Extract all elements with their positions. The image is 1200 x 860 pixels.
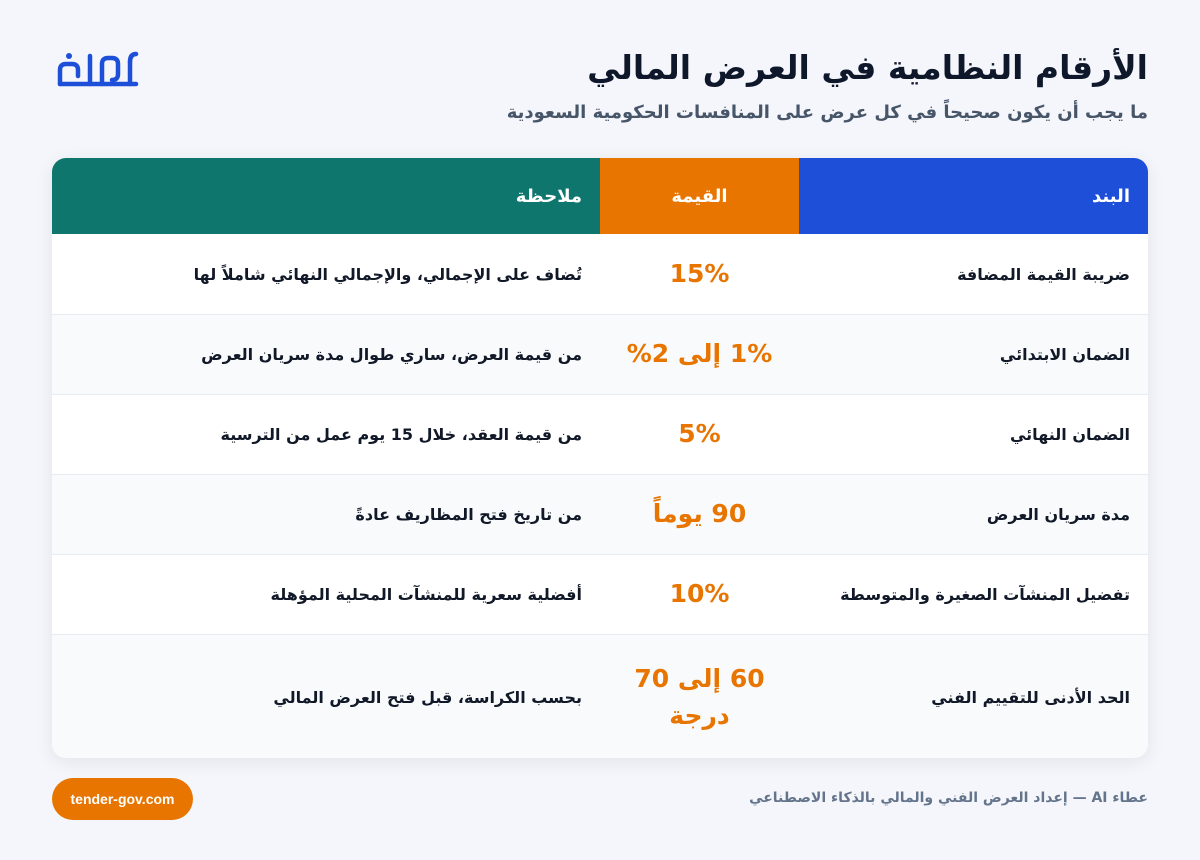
table-row-initial-guarantee: الضمان الابتدائي 1% إلى 2% من قيمة العرض… xyxy=(52,314,1148,394)
row-note: من تاريخ فتح المظاريف عادةً xyxy=(355,505,582,524)
row-note: تُضاف على الإجمالي، والإجمالي النهائي شا… xyxy=(193,264,582,284)
website-link[interactable]: tender-gov.com xyxy=(52,778,193,820)
table-header: البند القيمة ملاحظة xyxy=(52,158,1148,234)
page-title: الأرقام النظامية في العرض المالي xyxy=(587,48,1148,87)
row-note: من قيمة العقد، خلال 15 يوم عمل من الترسي… xyxy=(220,425,582,444)
column-header-item: البند xyxy=(799,158,1148,234)
row-note: من قيمة العرض، ساري طوال مدة سريان العرض xyxy=(201,345,582,364)
table-row-technical-minimum: الحد الأدنى للتقييم الفني 60 إلى 70 درجة… xyxy=(52,634,1148,758)
figures-table: البند القيمة ملاحظة ضريبة القيمة المضافة… xyxy=(52,158,1148,758)
page-header: الأرقام النظامية في العرض المالي ما يجب … xyxy=(52,40,1148,130)
table-body: ضريبة القيمة المضافة 15% تُضاف على الإجم… xyxy=(52,234,1148,758)
footer-credit: عطاء AI — إعداد العرض الفني والمالي بالذ… xyxy=(749,790,1148,806)
row-item: ضريبة القيمة المضافة xyxy=(957,264,1130,284)
table-row-sme-preference: تفضيل المنشآت الصغيرة والمتوسطة 10% أفضل… xyxy=(52,554,1148,634)
row-note: بحسب الكراسة، قبل فتح العرض المالي xyxy=(273,688,582,707)
row-item: الضمان الابتدائي xyxy=(999,345,1130,364)
column-header-value: القيمة xyxy=(600,158,799,234)
row-value: 1% إلى 2% xyxy=(626,339,773,369)
row-value: 15% xyxy=(669,258,730,288)
page-subtitle: ما يجب أن يكون صحيحاً في كل عرض على المن… xyxy=(506,102,1148,123)
row-item: الحد الأدنى للتقييم الفني xyxy=(931,688,1130,707)
row-item: تفضيل المنشآت الصغيرة والمتوسطة xyxy=(840,585,1130,604)
row-value: 5% xyxy=(678,419,721,449)
atta-logo xyxy=(56,50,142,94)
row-value: 90 يوماً xyxy=(652,499,747,529)
row-note: أفضلية سعرية للمنشآت المحلية المؤهلة xyxy=(270,585,582,604)
column-header-note: ملاحظة xyxy=(52,158,600,234)
row-value: 10% xyxy=(669,579,730,609)
table-row-vat: ضريبة القيمة المضافة 15% تُضاف على الإجم… xyxy=(52,234,1148,314)
table-row-offer-validity: مدة سريان العرض 90 يوماً من تاريخ فتح ال… xyxy=(52,474,1148,554)
table-row-final-guarantee: الضمان النهائي 5% من قيمة العقد، خلال 15… xyxy=(52,394,1148,474)
row-item: الضمان النهائي xyxy=(1009,425,1130,444)
row-value: 60 إلى 70 درجة xyxy=(600,635,799,758)
row-value-text: 60 إلى 70 درجة xyxy=(634,664,765,730)
row-item: مدة سريان العرض xyxy=(986,505,1130,524)
